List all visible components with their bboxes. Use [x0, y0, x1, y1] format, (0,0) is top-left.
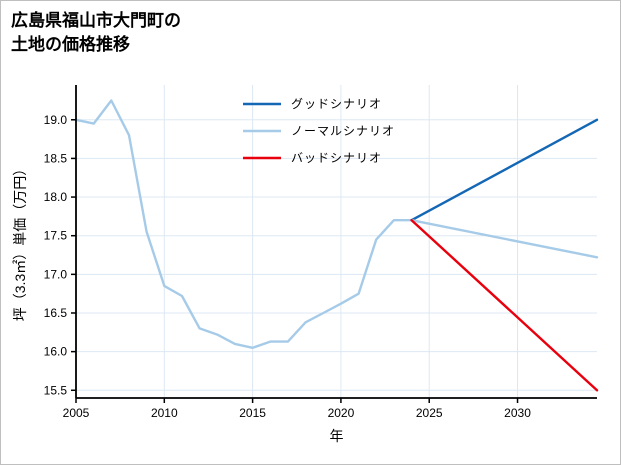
series-line-0 [74, 99, 413, 349]
y-tick-label: 16.5 [44, 306, 68, 320]
y-tick-label: 16.0 [44, 345, 68, 359]
y-tick-label: 19.0 [44, 113, 68, 127]
x-axis-label: 年 [330, 428, 344, 444]
x-tick-label: 2020 [328, 406, 355, 420]
y-tick-label: 17.0 [44, 267, 68, 281]
y-tick-label: 18.5 [44, 151, 68, 165]
x-tick-label: 2025 [416, 406, 443, 420]
x-tick-label: 2030 [504, 406, 531, 420]
y-tick-label: 15.5 [44, 383, 68, 397]
x-tick-label: 2005 [63, 406, 90, 420]
y-tick-label: 17.5 [44, 229, 68, 243]
legend-label-2: バッドシナリオ [291, 151, 382, 165]
chart-title: 広島県福山市大門町の 土地の価格推移 [11, 9, 181, 57]
x-tick-label: 2010 [151, 406, 178, 420]
chart-title-line-1: 広島県福山市大門町の [11, 11, 181, 30]
series-line-1 [410, 118, 599, 222]
series-line-3 [410, 218, 599, 392]
y-tick-label: 18.0 [44, 190, 68, 204]
y-axis-label: 坪（3.3㎡）単価（万円） [12, 162, 28, 321]
legend-label-0: グッドシナリオ [291, 97, 382, 111]
series-line-2 [410, 218, 599, 259]
legend-label-1: ノーマルシナリオ [291, 124, 395, 138]
chart-title-line-2: 土地の価格推移 [11, 34, 130, 54]
x-tick-label: 2015 [239, 406, 266, 420]
